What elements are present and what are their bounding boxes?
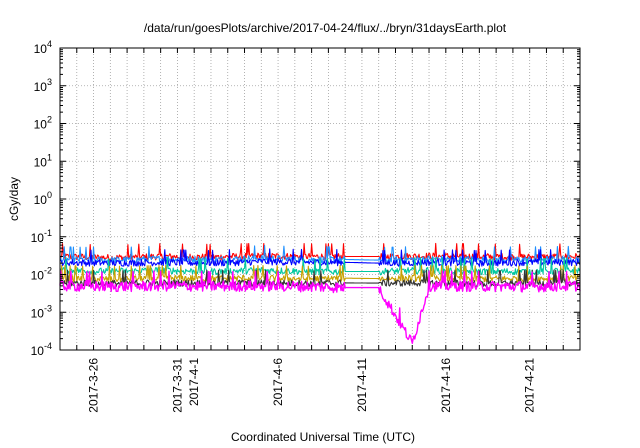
y-tick-base: 10 [34, 155, 48, 169]
x-tick-label: 2017-4-21 [523, 358, 537, 413]
y-tick-base: 10 [31, 344, 45, 358]
y-tick-label: 10-4 [31, 341, 52, 358]
y-tick-base: 10 [34, 193, 48, 207]
y-tick-base: 10 [34, 42, 48, 56]
plot-frame [59, 47, 581, 351]
y-tick-exponent: 4 [47, 39, 52, 49]
x-tick-label: 2017-4-11 [355, 358, 369, 412]
y-tick-base: 10 [31, 306, 45, 320]
x-tick-label: 2017-4-6 [271, 358, 285, 406]
y-tick-exponent: 2 [47, 115, 52, 125]
x-tick-label: 2017-4-1 [187, 358, 201, 406]
x-axis-label: Coordinated Universal Time (UTC) [231, 430, 415, 444]
y-tick-exponent: -1 [44, 228, 52, 238]
y-tick-exponent: 0 [47, 190, 52, 200]
y-tick-base: 10 [31, 269, 45, 283]
series-line-7 [59, 270, 581, 345]
y-tick-base: 10 [31, 231, 45, 245]
y-tick-exponent: -4 [44, 341, 52, 351]
y-tick-exponent: -3 [44, 303, 52, 313]
y-axis-label: cGy/day [7, 177, 21, 221]
y-tick-label: 10-2 [31, 266, 52, 283]
y-tick-exponent: -2 [44, 266, 52, 276]
y-tick-base: 10 [34, 118, 48, 132]
x-tick-label: 2017-3-31 [170, 358, 184, 413]
y-tick-exponent: 3 [47, 77, 52, 87]
y-tick-label: 10-3 [31, 303, 52, 320]
y-tick-label: 104 [34, 39, 52, 56]
y-tick-exponent: 1 [47, 152, 52, 162]
grid [60, 48, 580, 350]
y-tick-label: 102 [34, 115, 52, 132]
x-tick-label: 2017-4-16 [439, 358, 453, 413]
y-tick-label: 101 [34, 152, 52, 169]
y-tick-label: 10-1 [31, 228, 52, 245]
series-layer [59, 242, 581, 345]
x-tick-label: 2017-3-26 [87, 358, 101, 413]
tick-layer: 10410310210110010-110-210-310-42017-3-26… [31, 39, 580, 413]
y-tick-base: 10 [34, 80, 48, 94]
y-tick-label: 103 [34, 77, 52, 94]
y-tick-label: 100 [34, 190, 52, 207]
chart-title: /data/run/goesPlots/archive/2017-04-24/f… [144, 21, 507, 35]
